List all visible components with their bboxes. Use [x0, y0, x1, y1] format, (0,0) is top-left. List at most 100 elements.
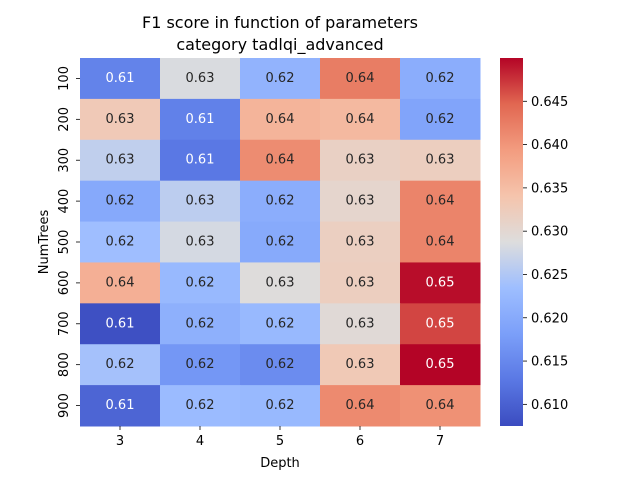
- cell-value-label: 0.62: [106, 235, 135, 250]
- heatmap-cell: [320, 221, 401, 263]
- cell-value-label: 0.64: [346, 71, 375, 86]
- cell-value-label: 0.63: [346, 316, 375, 331]
- heatmap-cell: [80, 385, 161, 427]
- cell-value-label: 0.63: [186, 194, 215, 209]
- cell-value-label: 0.61: [106, 398, 135, 413]
- cell-value-label: 0.65: [426, 357, 455, 372]
- cell-value-label: 0.62: [426, 71, 455, 86]
- cell-value-label: 0.64: [266, 112, 295, 127]
- x-tick-label: 6: [356, 434, 364, 449]
- colorbar-tick-label: 0.615: [531, 355, 568, 370]
- colorbar-ticks: 0.610 0.615 0.620 0.625 0.630 0.635 0.640 0.645: [523, 95, 568, 413]
- y-tick-label: 100: [57, 66, 72, 91]
- cell-value-label: 0.62: [186, 275, 215, 290]
- heatmap-cell: [80, 262, 161, 304]
- cell-value-label: 0.62: [186, 357, 215, 372]
- cell-value-label: 0.63: [346, 153, 375, 168]
- heatmap-cell: [240, 303, 321, 345]
- heatmap-cell: [80, 139, 161, 182]
- cell-value-label: 0.61: [106, 316, 135, 331]
- cell-value-label: 0.62: [266, 194, 295, 209]
- colorbar-tick-label: 0.640: [531, 138, 568, 153]
- y-axis-ticks: 100 200 300 400 500 600 700 800 900: [57, 66, 80, 418]
- cell-value-label: 0.62: [266, 357, 295, 372]
- heatmap-cell: [240, 180, 321, 223]
- heatmap-cell: [80, 221, 161, 263]
- cell-value-label: 0.61: [186, 153, 215, 168]
- heatmap-cell: [160, 344, 241, 386]
- colorbar-tick-label: 0.630: [531, 225, 568, 240]
- heatmap-cell: [320, 262, 401, 304]
- cell-value-label: 0.63: [106, 112, 135, 127]
- x-axis-label: Depth: [260, 456, 300, 471]
- heatmap-cell: [160, 180, 241, 223]
- heatmap-cell: [400, 58, 481, 100]
- heatmap-cell: [240, 262, 321, 304]
- y-tick-label: 400: [57, 189, 72, 214]
- cell-value-label: 0.63: [346, 235, 375, 250]
- heatmap-cell: [320, 303, 401, 345]
- heatmap-cell: [160, 262, 241, 304]
- cell-value-label: 0.62: [426, 112, 455, 127]
- cell-value-label: 0.62: [106, 194, 135, 209]
- y-tick-label: 300: [57, 148, 72, 173]
- heatmap-cell: [240, 344, 321, 386]
- heatmap-cell: [80, 344, 161, 386]
- heatmap-cell: [240, 58, 321, 100]
- chart-title: F1 score in function of parameters: [142, 13, 418, 32]
- x-tick-label: 4: [196, 434, 204, 449]
- heatmap-cell: [400, 98, 481, 141]
- cell-value-label: 0.64: [426, 235, 455, 250]
- heatmap-cell: [240, 385, 321, 427]
- y-tick-label: 600: [57, 270, 72, 295]
- cell-value-label: 0.62: [186, 316, 215, 331]
- heatmap-cell: [400, 221, 481, 263]
- colorbar-tick-label: 0.625: [531, 268, 568, 283]
- heatmap-cell: [400, 139, 481, 182]
- heatmap-cell: [240, 139, 321, 182]
- cell-value-label: 0.63: [346, 357, 375, 372]
- heatmap-cell: [320, 58, 401, 100]
- cell-value-label: 0.64: [346, 112, 375, 127]
- heatmap-cell: [400, 262, 481, 304]
- heatmap-cell: [80, 180, 161, 223]
- y-tick-label: 900: [57, 393, 72, 418]
- heatmap-cell: [160, 98, 241, 141]
- cell-value-label: 0.62: [106, 357, 135, 372]
- colorbar-tick-label: 0.635: [531, 181, 568, 196]
- colorbar-tick-label: 0.610: [531, 398, 568, 413]
- heatmap-cell: [320, 344, 401, 386]
- cell-value-label: 0.62: [266, 316, 295, 331]
- cell-value-label: 0.64: [346, 398, 375, 413]
- heatmap-cell: [240, 98, 321, 141]
- heatmap-cell: [400, 344, 481, 386]
- heatmap-cell: [160, 58, 241, 100]
- chart-subtitle: category tadlqi_advanced: [176, 35, 383, 55]
- x-tick-label: 7: [436, 434, 444, 449]
- heatmap-cell: [80, 58, 161, 100]
- cell-value-label: 0.61: [186, 112, 215, 127]
- cell-value-label: 0.63: [266, 275, 295, 290]
- cell-value-label: 0.62: [186, 398, 215, 413]
- cell-value-label: 0.63: [186, 235, 215, 250]
- heatmap-cell: [160, 221, 241, 263]
- heatmap-cell: [160, 139, 241, 182]
- x-tick-label: 3: [116, 434, 124, 449]
- heatmap-cell: [400, 385, 481, 427]
- y-tick-label: 200: [57, 107, 72, 132]
- cell-value-label: 0.65: [426, 275, 455, 290]
- y-tick-label: 700: [57, 311, 72, 336]
- heatmap-cell: [160, 385, 241, 427]
- cell-value-label: 0.63: [346, 194, 375, 209]
- heatmap-cell: [80, 303, 161, 345]
- cell-value-label: 0.63: [106, 153, 135, 168]
- heatmap-cell: [80, 98, 161, 141]
- colorbar-tick-label: 0.620: [531, 311, 568, 326]
- cell-value-label: 0.61: [106, 71, 135, 86]
- cell-value-label: 0.64: [106, 275, 135, 290]
- heatmap-cell: [320, 98, 401, 141]
- heatmap-cell: [320, 180, 401, 223]
- x-axis-ticks: 3 4 5 6 7: [116, 426, 444, 449]
- heatmap-cell: [160, 303, 241, 345]
